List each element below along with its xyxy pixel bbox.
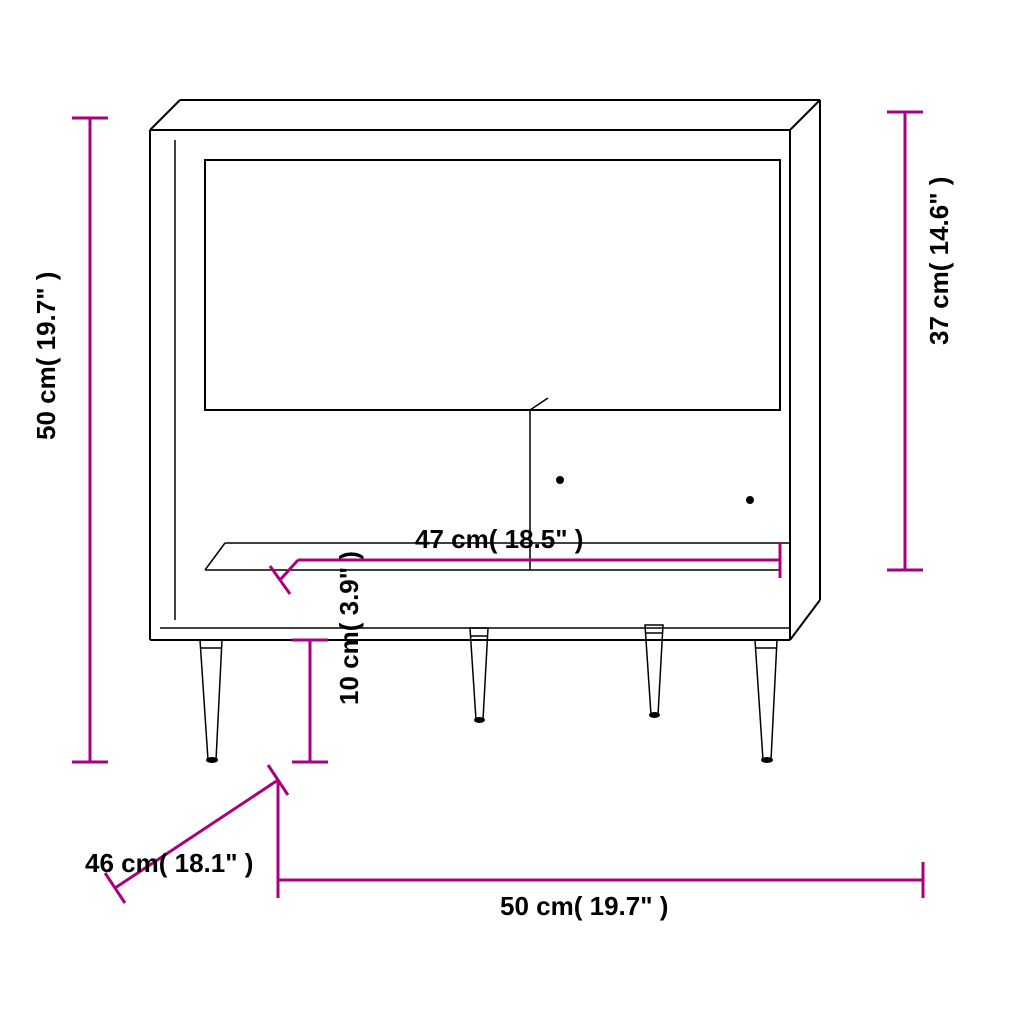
svg-text:10 cm( 3.9" ): 10 cm( 3.9" ) (334, 551, 364, 705)
svg-text:46 cm( 18.1" ): 46 cm( 18.1" ) (85, 848, 253, 878)
svg-text:47 cm( 18.5" ): 47 cm( 18.5" ) (415, 524, 583, 554)
svg-text:50 cm( 19.7" ): 50 cm( 19.7" ) (31, 272, 61, 440)
svg-text:50 cm( 19.7" ): 50 cm( 19.7" ) (500, 891, 668, 921)
svg-text:37 cm( 14.6" ): 37 cm( 14.6" ) (924, 177, 954, 345)
